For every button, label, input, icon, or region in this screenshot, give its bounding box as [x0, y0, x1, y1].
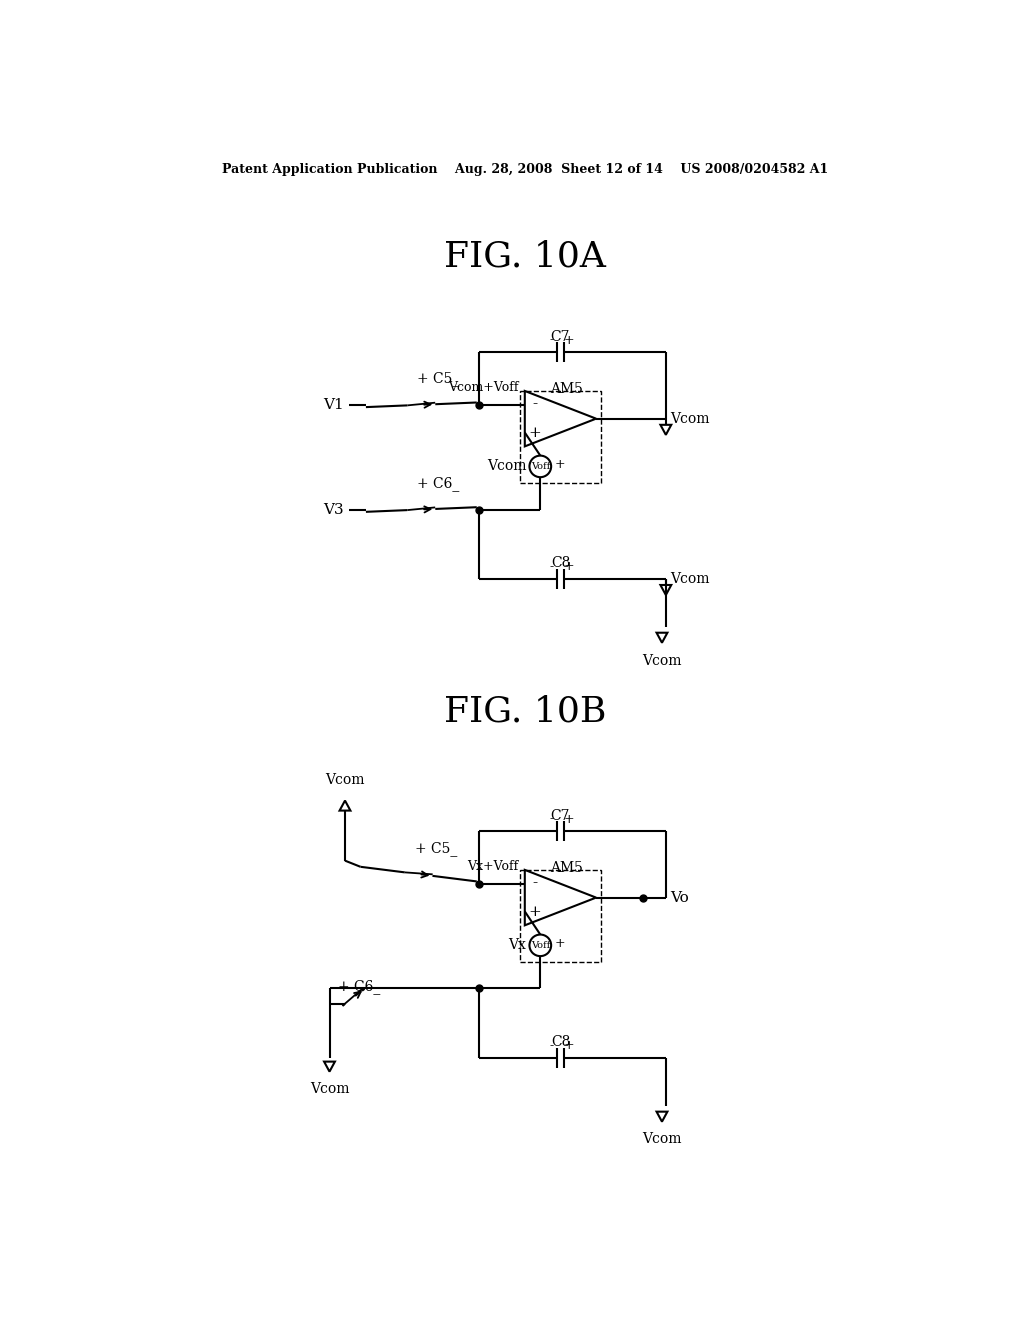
Text: FIG. 10A: FIG. 10A	[443, 239, 606, 273]
Text: Vcom: Vcom	[486, 459, 526, 474]
Text: +: +	[554, 937, 565, 950]
Text: +: +	[554, 458, 565, 471]
Text: Voff: Voff	[530, 462, 550, 471]
Text: FIG. 10B: FIG. 10B	[443, 694, 606, 729]
Text: + C5_: + C5_	[418, 371, 460, 387]
Text: +: +	[563, 813, 574, 825]
Text: +: +	[528, 426, 542, 441]
Text: -: -	[550, 560, 554, 573]
Text: C7: C7	[551, 330, 570, 345]
Text: C8: C8	[551, 1035, 570, 1049]
Text: +: +	[563, 1039, 574, 1052]
Text: Vcom: Vcom	[671, 412, 710, 425]
Text: Vx: Vx	[509, 939, 526, 952]
Text: Vx+Voff: Vx+Voff	[467, 859, 518, 873]
Text: -: -	[532, 876, 538, 890]
Text: Patent Application Publication    Aug. 28, 2008  Sheet 12 of 14    US 2008/02045: Patent Application Publication Aug. 28, …	[221, 164, 828, 177]
Text: C7: C7	[551, 809, 570, 822]
Text: +: +	[563, 334, 574, 347]
Text: AM5: AM5	[550, 381, 583, 396]
Text: Vcom+Voff: Vcom+Voff	[449, 381, 518, 395]
Text: -: -	[550, 1039, 554, 1052]
Text: Vcom: Vcom	[309, 1082, 349, 1097]
Text: Vcom: Vcom	[642, 653, 682, 668]
Text: -: -	[532, 397, 538, 411]
Text: Voff: Voff	[530, 941, 550, 950]
Text: Vcom: Vcom	[671, 572, 710, 586]
Text: -: -	[550, 813, 554, 825]
Text: +: +	[528, 906, 542, 919]
Text: Vcom: Vcom	[642, 1133, 682, 1147]
Bar	[520, 870, 601, 962]
Text: + C6_: + C6_	[338, 979, 380, 994]
Text: -: -	[550, 334, 554, 347]
Text: AM5: AM5	[550, 861, 583, 875]
Text: Vcom: Vcom	[326, 774, 365, 788]
Text: Vo: Vo	[671, 891, 689, 904]
Text: C8: C8	[551, 557, 570, 570]
Text: V1: V1	[324, 397, 344, 412]
Text: +: +	[563, 560, 574, 573]
Text: V3: V3	[324, 503, 344, 516]
Text: + C5_: + C5_	[415, 841, 457, 855]
Bar	[520, 391, 601, 483]
Text: + C6_: + C6_	[418, 477, 460, 491]
